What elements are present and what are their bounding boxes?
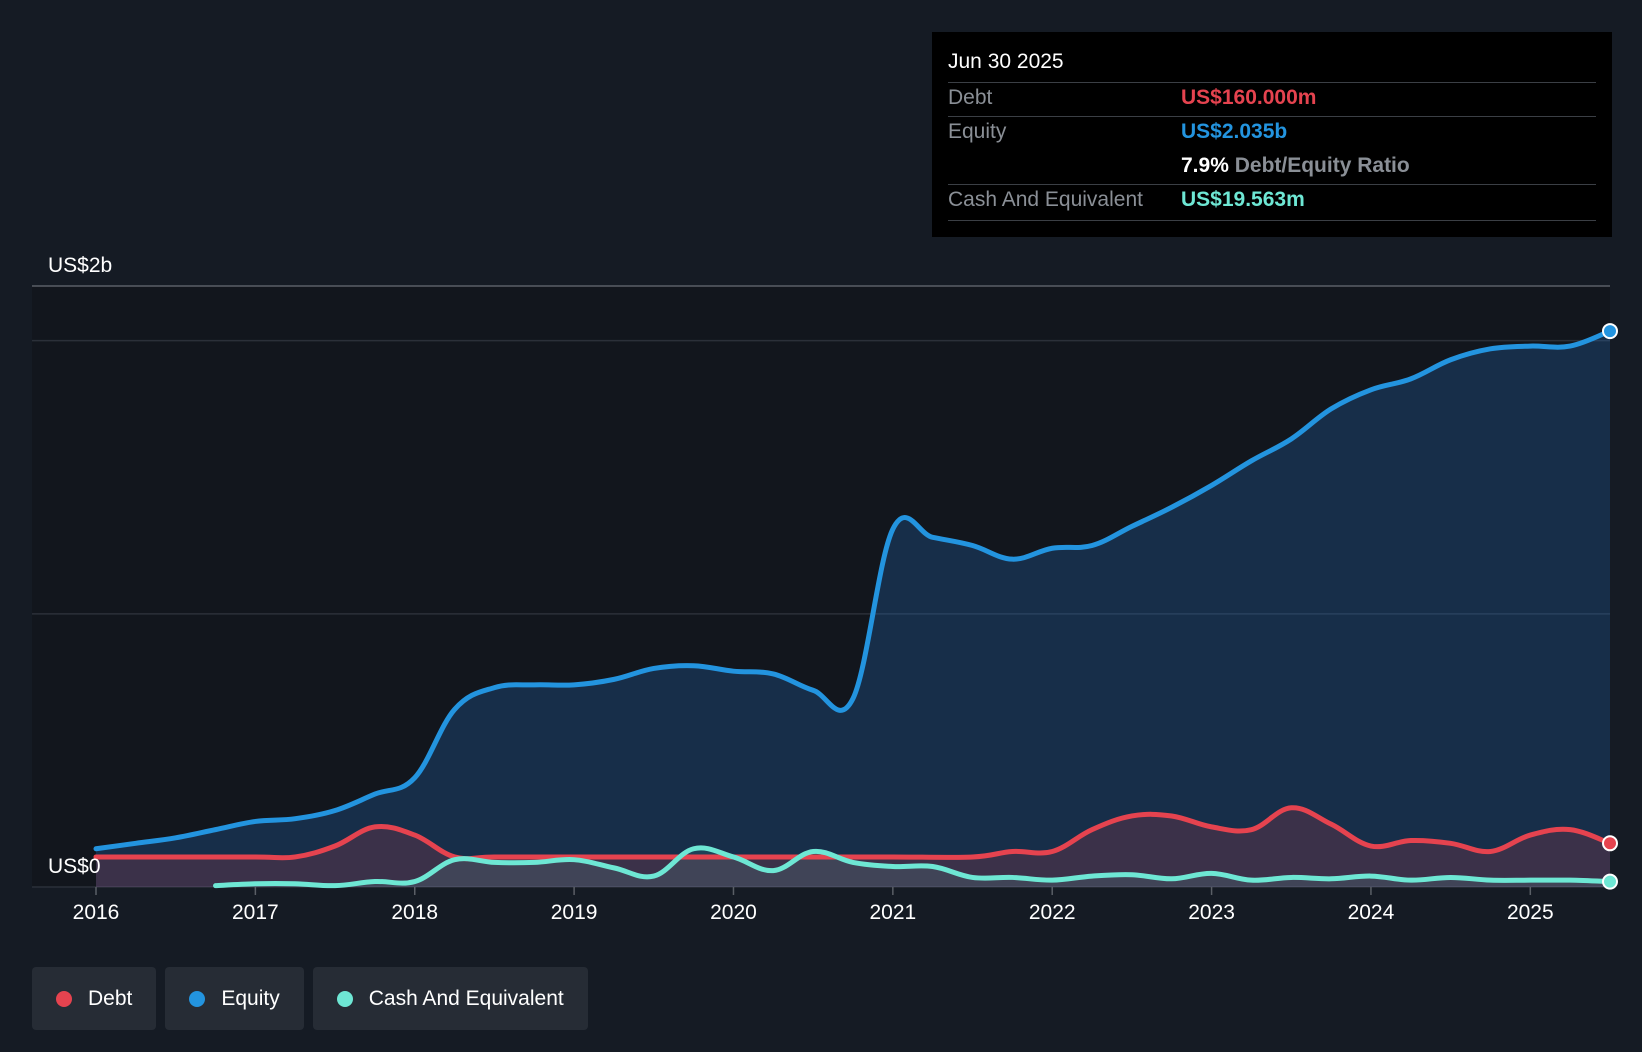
legend-item-equity[interactable]: Equity: [165, 967, 304, 1030]
equity-area: [96, 331, 1610, 887]
legend-item-debt[interactable]: Debt: [32, 967, 157, 1030]
tooltip-cash-label: Cash And Equivalent: [948, 188, 1143, 211]
legend-label: Equity: [221, 986, 280, 1010]
tooltip-equity-value: US$2.035b: [1181, 120, 1288, 143]
x-tick-label: 2022: [1029, 901, 1076, 924]
chart-legend: Debt Equity Cash And Equivalent: [32, 967, 588, 1030]
legend-label: Cash And Equivalent: [368, 986, 564, 1010]
tooltip-ratio-label: Debt/Equity Ratio: [1234, 154, 1410, 177]
cash-dot-icon: [336, 990, 353, 1007]
legend-label: Debt: [88, 986, 133, 1010]
x-tick-label: 2025: [1507, 901, 1554, 924]
x-tick-label: 2019: [551, 901, 598, 924]
tooltip-cash-value: US$19.563m: [1181, 188, 1305, 211]
tooltip-divider: [948, 220, 1596, 221]
tooltip-ratio: 7.9% Debt/Equity Ratio: [1181, 154, 1410, 178]
equity-dot-icon: [189, 990, 206, 1007]
debt-area: [96, 807, 1610, 887]
legend-item-cash[interactable]: Cash And Equivalent: [312, 967, 588, 1030]
tooltip-divider: [948, 116, 1596, 117]
y-axis-label: US$0: [48, 855, 101, 878]
tooltip-debt-value: US$160.000m: [1181, 86, 1317, 109]
debt-end-marker: [1602, 835, 1618, 852]
equity-end-marker: [1602, 323, 1618, 340]
tooltip-equity-label: Equity: [948, 120, 1007, 143]
y-axis-label: US$2b: [48, 254, 112, 277]
plot-background: [32, 286, 1610, 887]
equity-line: [93, 328, 1613, 852]
x-tick-label: 2023: [1188, 901, 1235, 924]
tooltip-date: Jun 30 2025: [948, 50, 1064, 73]
cash-and-equivalent-line: [213, 845, 1613, 889]
x-tick-label: 2018: [391, 901, 438, 924]
tooltip-divider: [948, 184, 1596, 185]
x-tick-label: 2016: [73, 901, 120, 924]
x-tick-label: 2021: [869, 901, 916, 924]
debt-line: [93, 805, 1613, 862]
tooltip-panel: Jun 30 2025 Debt US$160.000m Equity US$2…: [932, 32, 1612, 237]
cash-and-equivalent-end-marker: [1602, 873, 1618, 890]
tooltip-ratio-percent: 7.9%: [1181, 154, 1229, 177]
x-tick-label: 2024: [1348, 901, 1395, 924]
tooltip-divider: [948, 82, 1596, 83]
x-tick-label: 2017: [232, 901, 279, 924]
tooltip-debt-label: Debt: [948, 86, 993, 109]
x-tick-label: 2020: [710, 901, 757, 924]
debt-dot-icon: [56, 990, 72, 1007]
